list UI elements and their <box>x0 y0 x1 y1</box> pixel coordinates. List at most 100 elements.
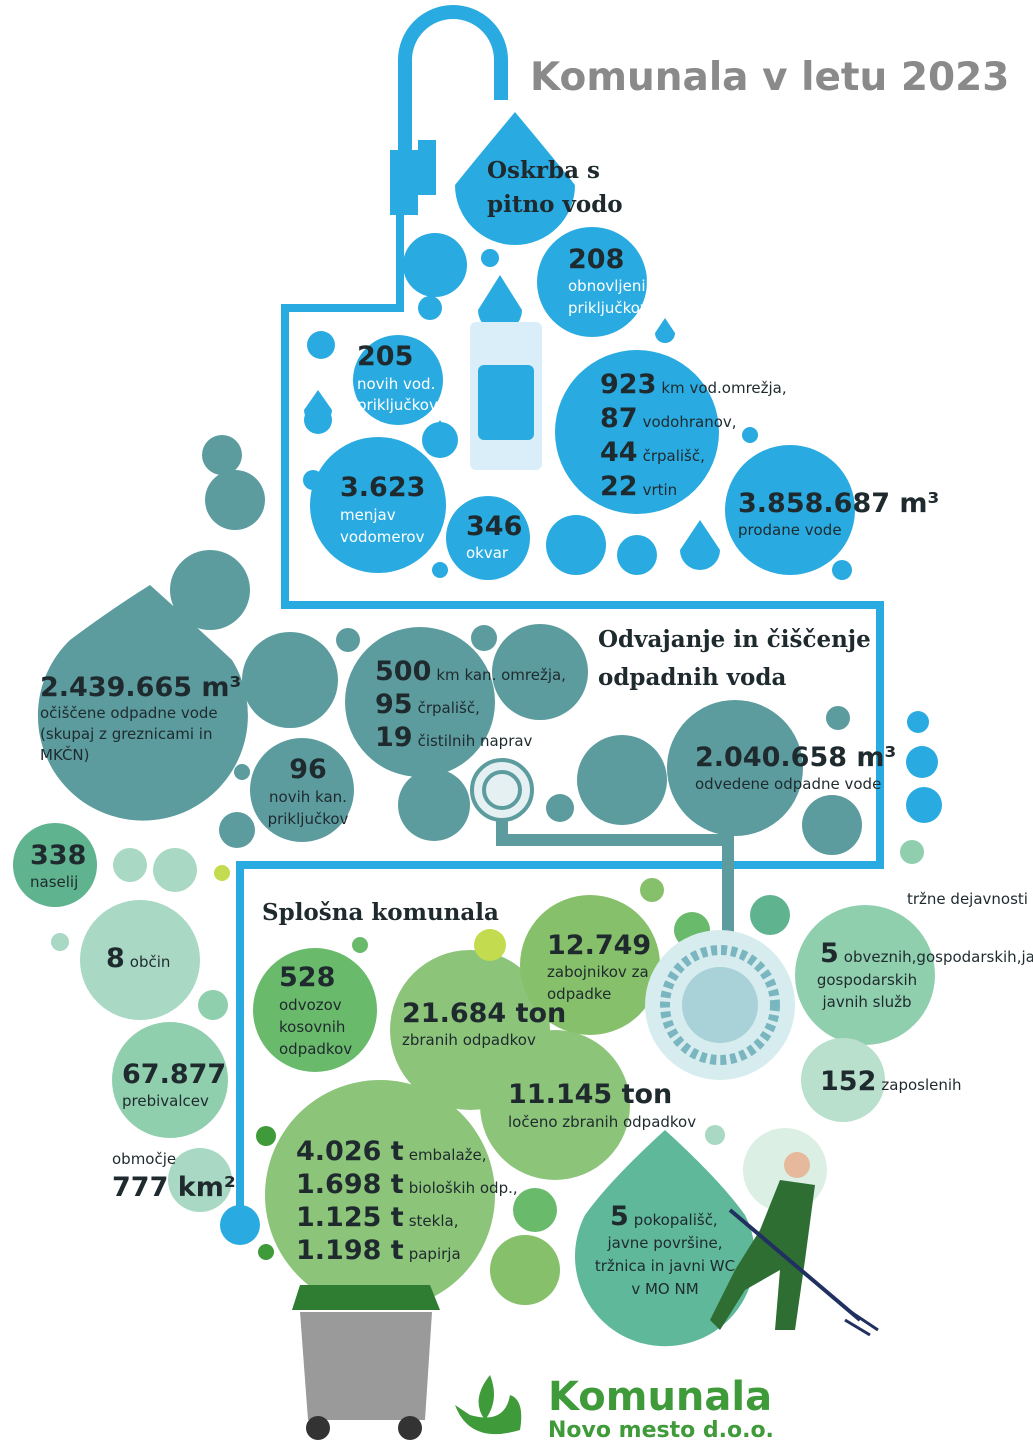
stat-line: 1.698 t bioloških odp., <box>296 1169 518 1200</box>
label-line: okvar <box>466 544 509 562</box>
stat-line: 22 vrtin <box>600 471 677 502</box>
label-line: prodane vode <box>738 521 842 539</box>
label-line: Odvajanje in čiščenje <box>598 626 871 653</box>
label-line: očiščene odpadne vode <box>40 704 218 722</box>
stat-line: 95 črpališč, <box>375 689 480 720</box>
stat-label: vodohranov, <box>643 413 737 431</box>
stat-label: črpališč, <box>643 447 705 465</box>
text: 21.684 ton <box>402 998 566 1029</box>
text: 11.145 ton <box>508 1079 672 1110</box>
label-line: odvedene odpadne vode <box>695 775 881 793</box>
label-line: prebivalcev <box>122 1092 209 1110</box>
label-line: kosovnih <box>279 1018 345 1036</box>
label-line: pitno vodo <box>487 191 623 218</box>
text: 528 <box>279 962 335 993</box>
label-line: odpadke <box>547 985 611 1003</box>
stat-label: čistilnih naprav <box>418 732 533 750</box>
stat-line: 5 pokopališč, <box>610 1201 718 1232</box>
label-line: vodomerov <box>340 528 425 546</box>
label-line: zabojnikov za <box>547 963 649 981</box>
title: Komunala v letu 2023 <box>530 55 1009 100</box>
label-line: Oskrba s <box>487 157 600 184</box>
stat-line: 923 km vod.omrežja, <box>600 369 787 400</box>
label-line: MKČN) <box>40 745 90 764</box>
stat-line: 500 km kan. omrežja, <box>375 656 566 687</box>
stat-label: obveznih,gospodarskih,javnih služb <box>844 948 1033 966</box>
label-line: javnih služb <box>821 993 911 1011</box>
label-line: zbranih odpadkov <box>402 1031 536 1049</box>
label-line: (skupaj z greznicami in <box>40 725 213 743</box>
stat-label: pokopališč, <box>634 1211 718 1229</box>
stat-label: bioloških odp., <box>409 1179 518 1197</box>
label-line: priključkov <box>357 396 438 414</box>
stat-line: 152 zaposlenih <box>820 1066 962 1097</box>
text: 67.877 <box>122 1059 226 1090</box>
logo-name: Komunala <box>548 1374 772 1420</box>
stat-value: 1.198 t <box>296 1235 404 1266</box>
stat-value: 22 <box>600 471 638 502</box>
stat-line: 1.198 t papirja <box>296 1235 461 1266</box>
text: 3.858.687 m³ <box>738 488 939 519</box>
stat-value: 87 <box>600 403 638 434</box>
stat-value: 95 <box>375 689 413 720</box>
stat-value: 1.125 t <box>296 1202 404 1233</box>
stat-label: črpališč, <box>418 699 480 717</box>
stat-line: 19 čistilnih naprav <box>375 722 533 753</box>
stat-label: občin <box>130 953 171 971</box>
stat-line: 4.026 t embalaže, <box>296 1136 487 1167</box>
stat-label: km kan. omrežja, <box>436 666 566 684</box>
heading: Splošna komunala <box>262 899 499 926</box>
stat-label: papirja <box>409 1245 461 1263</box>
label-line: odvozov <box>279 996 342 1014</box>
stat-value: 152 <box>820 1066 876 1097</box>
stat-line: 44 črpališč, <box>600 437 705 468</box>
stat-value: 4.026 t <box>296 1136 404 1167</box>
label-line: menjav <box>340 506 396 524</box>
text: 3.623 <box>340 472 425 503</box>
text: 777 km² <box>112 1172 236 1203</box>
label-line: novih vod. <box>357 375 435 393</box>
text: 96 <box>289 754 327 785</box>
label-line: priključkov <box>268 810 349 828</box>
label-line: odpadnih voda <box>598 664 786 691</box>
text: 346 <box>466 511 522 542</box>
text: 2.439.665 m³ <box>40 672 241 703</box>
stat-line: 87 vodohranov, <box>600 403 737 434</box>
stat-value: 5 <box>820 938 839 969</box>
decoration <box>13 5 942 1440</box>
stat-value: 8 <box>106 943 125 974</box>
text: 2.040.658 m³ <box>695 742 896 773</box>
label-line: naselij <box>30 873 78 891</box>
stat-line: 5 obveznih,gospodarskih,javnih služb <box>820 938 1033 969</box>
stat-label: zaposlenih <box>881 1076 961 1094</box>
stat-label: embalaže, <box>409 1146 487 1164</box>
text: 12.749 <box>547 930 651 961</box>
stat-value: 1.698 t <box>296 1169 404 1200</box>
label-line: odpadkov <box>279 1040 352 1058</box>
label-line: v MO NM <box>631 1280 698 1298</box>
stat-value: 500 <box>375 656 431 687</box>
text: območje <box>112 1150 176 1168</box>
stat-label: km vod.omrežja, <box>661 379 786 397</box>
stat-line: 1.125 t stekla, <box>296 1202 458 1233</box>
text: 205 <box>357 341 413 372</box>
label-line: tržnica in javni WC <box>595 1257 735 1275</box>
label-line: novih kan. <box>269 788 347 806</box>
label-line: obnovljenih vod. <box>568 277 692 295</box>
logo-sub: Novo mesto d.o.o. <box>548 1418 774 1442</box>
stat-value: 923 <box>600 369 656 400</box>
label-line: priključkov <box>568 299 649 317</box>
stat-label: stekla, <box>409 1212 459 1230</box>
stat-line: 8 občin <box>106 943 170 974</box>
stat-value: 5 <box>610 1201 629 1232</box>
text: 338 <box>30 840 86 871</box>
label-line: ločeno zbranih odpadkov <box>508 1113 696 1131</box>
text: 208 <box>568 244 624 275</box>
label-line: javne površine, <box>607 1234 723 1252</box>
label-line: gospodarskih <box>817 971 917 989</box>
stat-value: 19 <box>375 722 413 753</box>
stat-label: vrtin <box>643 481 678 499</box>
stat-value: 44 <box>600 437 638 468</box>
market: tržne dejavnosti <box>907 890 1028 908</box>
